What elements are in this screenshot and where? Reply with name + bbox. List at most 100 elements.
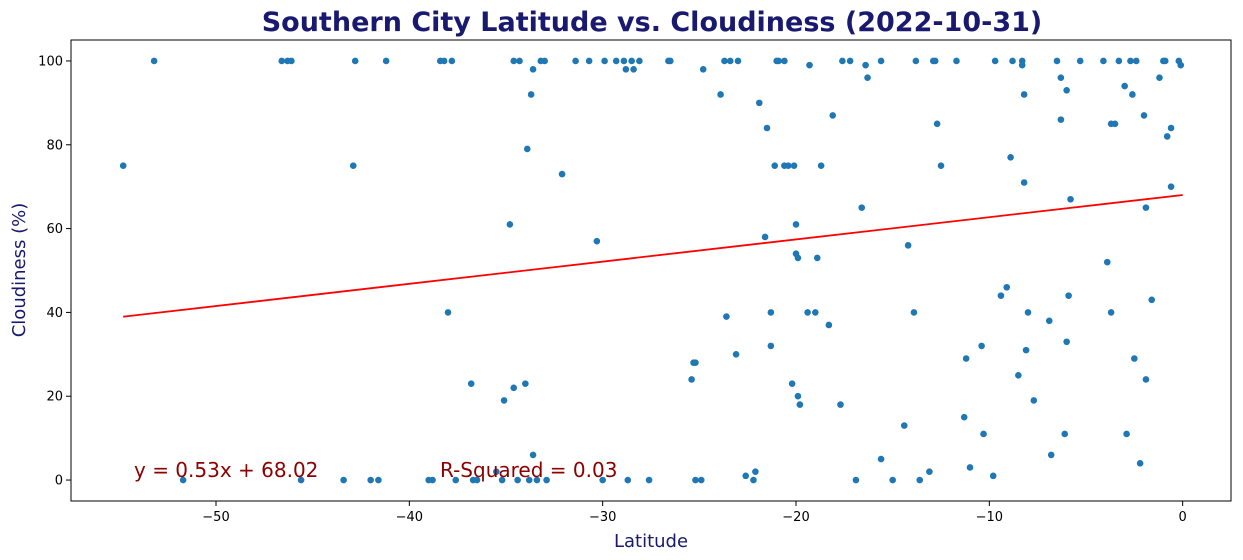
data-point xyxy=(804,309,811,316)
data-point xyxy=(523,145,531,153)
data-point xyxy=(1177,61,1185,69)
data-point xyxy=(529,451,537,459)
data-point xyxy=(1103,258,1111,266)
data-point xyxy=(543,476,550,484)
y-tick-label: 0 xyxy=(55,474,63,489)
data-point xyxy=(717,91,724,98)
y-axis: 0 20 40 60 80 100 xyxy=(38,54,71,489)
y-tick-label: 20 xyxy=(46,390,63,405)
data-point xyxy=(1123,430,1130,438)
data-point xyxy=(1167,124,1175,132)
data-point xyxy=(1107,309,1115,316)
data-point xyxy=(931,57,939,65)
y-tick-label: 100 xyxy=(38,54,63,69)
data-point xyxy=(784,162,792,170)
data-point xyxy=(599,476,606,484)
data-point xyxy=(889,476,896,484)
data-point xyxy=(1020,91,1028,98)
data-point xyxy=(761,233,769,241)
data-point xyxy=(297,476,305,484)
data-point xyxy=(767,342,775,350)
data-point xyxy=(912,57,920,65)
data-point xyxy=(612,57,620,65)
data-point xyxy=(877,57,885,65)
plot-area xyxy=(119,57,1185,484)
data-point xyxy=(1022,346,1030,354)
data-point xyxy=(1121,82,1128,90)
data-point xyxy=(962,355,970,362)
data-point xyxy=(752,468,759,475)
data-point xyxy=(516,57,523,65)
x-tick-label: −50 xyxy=(202,510,229,525)
data-point xyxy=(829,112,837,119)
data-point xyxy=(522,380,529,387)
data-point xyxy=(1132,57,1140,65)
data-point xyxy=(1148,296,1156,304)
data-point xyxy=(1020,179,1028,186)
data-point xyxy=(645,476,653,484)
data-point xyxy=(852,476,860,484)
data-point xyxy=(1127,57,1134,65)
data-point xyxy=(1045,317,1053,325)
data-point xyxy=(1063,86,1070,94)
data-point xyxy=(688,376,695,383)
data-point xyxy=(933,120,941,128)
data-point xyxy=(1003,283,1011,291)
data-point xyxy=(533,476,541,484)
data-point xyxy=(989,472,997,480)
data-point xyxy=(558,170,566,178)
data-point xyxy=(119,162,127,170)
data-point xyxy=(382,57,390,65)
data-point xyxy=(367,476,374,484)
data-point xyxy=(692,359,699,367)
data-point xyxy=(541,57,548,65)
data-point xyxy=(1053,57,1061,65)
data-point xyxy=(721,57,728,65)
data-point xyxy=(1136,459,1144,467)
data-point xyxy=(697,476,705,484)
data-point xyxy=(723,313,730,320)
data-point xyxy=(806,61,813,69)
data-point xyxy=(1067,195,1074,203)
data-point xyxy=(510,384,518,392)
data-point xyxy=(440,57,448,65)
data-point xyxy=(498,476,506,484)
data-point xyxy=(179,476,187,484)
data-point xyxy=(473,476,481,484)
y-axis-label: Cloudiness (%) xyxy=(9,203,30,338)
data-point xyxy=(692,476,699,484)
data-point xyxy=(1030,397,1038,404)
data-point xyxy=(858,204,866,211)
data-point xyxy=(966,464,974,471)
data-point xyxy=(510,57,518,65)
data-point xyxy=(742,472,750,480)
data-point xyxy=(525,476,533,484)
data-point xyxy=(444,309,452,316)
data-point xyxy=(1167,183,1175,190)
data-point xyxy=(1140,112,1148,119)
regression-line xyxy=(123,194,1183,318)
data-point xyxy=(926,468,933,475)
data-point xyxy=(527,91,535,98)
data-point xyxy=(572,57,579,65)
data-point xyxy=(916,476,924,484)
x-tick-label: 0 xyxy=(1179,510,1187,525)
data-point xyxy=(937,162,945,170)
data-point xyxy=(150,57,158,65)
data-point xyxy=(500,397,508,404)
data-point xyxy=(1057,74,1065,82)
y-tick-label: 60 xyxy=(46,222,63,237)
data-point xyxy=(585,57,593,65)
data-point xyxy=(1057,116,1065,123)
r-squared-label: R-Squared = 0.03 xyxy=(440,458,617,482)
data-point xyxy=(620,57,628,65)
data-point xyxy=(846,57,854,65)
data-point xyxy=(1111,120,1119,128)
x-tick-label: −20 xyxy=(782,510,809,525)
data-point xyxy=(506,221,514,228)
data-point xyxy=(622,66,630,73)
data-point xyxy=(781,57,788,65)
data-point xyxy=(960,413,968,421)
y-tick-label: 40 xyxy=(46,306,63,321)
